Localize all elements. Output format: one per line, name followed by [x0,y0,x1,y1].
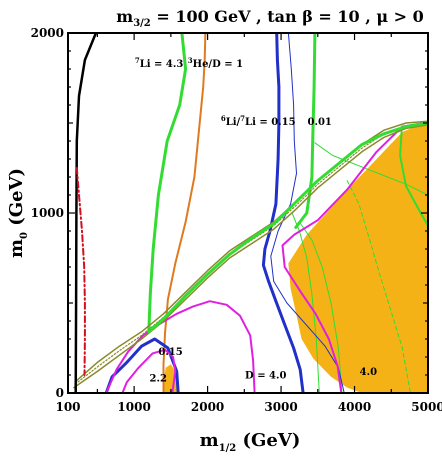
series-21 [75,167,86,376]
y-tick-label: 2000 [31,26,64,40]
x-tick-label: 3000 [264,400,297,414]
y-tick-label: 1000 [31,206,64,220]
series-13 [105,300,256,393]
series-17 [73,124,428,389]
series-3 [294,33,317,229]
series-5 [298,221,343,393]
series-4 [291,212,320,393]
x-tick-label: 4000 [338,400,371,414]
series-12 [270,33,345,393]
series-2 [147,33,188,334]
annotation-label: 3He/D = 1 [188,56,243,70]
annotation-label: 0.01 [308,117,332,128]
series-19 [147,121,428,334]
annotation-label: 7Li = 4.3 [135,56,183,70]
x-axis-label: m1/2 (GeV) [200,430,301,454]
annotation-label: 0.15 [158,347,182,358]
annotation-label: 2.2 [150,373,167,384]
series-6 [314,142,428,196]
series-14 [281,122,426,393]
y-axis-label: m0 (GeV) [6,168,30,258]
annotation-label: 6Li/7Li = 0.15 [221,114,296,128]
x-tick-label: 2000 [191,400,224,414]
annotations: 7Li = 4.3 3He/D = 1 6Li/7Li = 0.15 0.01 0.15… [135,56,377,384]
series-20 [74,33,98,393]
x-tick-label: 1000 [117,400,150,414]
chart-title: m3/2 = 100 GeV , tan β = 10 , μ > 0 [116,7,424,29]
series-0 [288,121,428,393]
annotation-label: 4.0 [360,367,377,378]
annotation-label: D = 4.0 [245,371,286,382]
series-15 [121,348,177,393]
series-10 [261,33,305,393]
series-7 [399,131,428,227]
plot-area [73,33,428,393]
x-tick-label: 5000 [411,400,442,414]
series-9 [162,33,207,393]
y-tick-label: 0 [56,386,64,400]
x-tick-label: 100 [55,400,80,414]
series-8 [346,180,411,393]
axis-ticks: 100 1000 2000 3000 4000 5000 0 1000 2000 [31,26,442,414]
